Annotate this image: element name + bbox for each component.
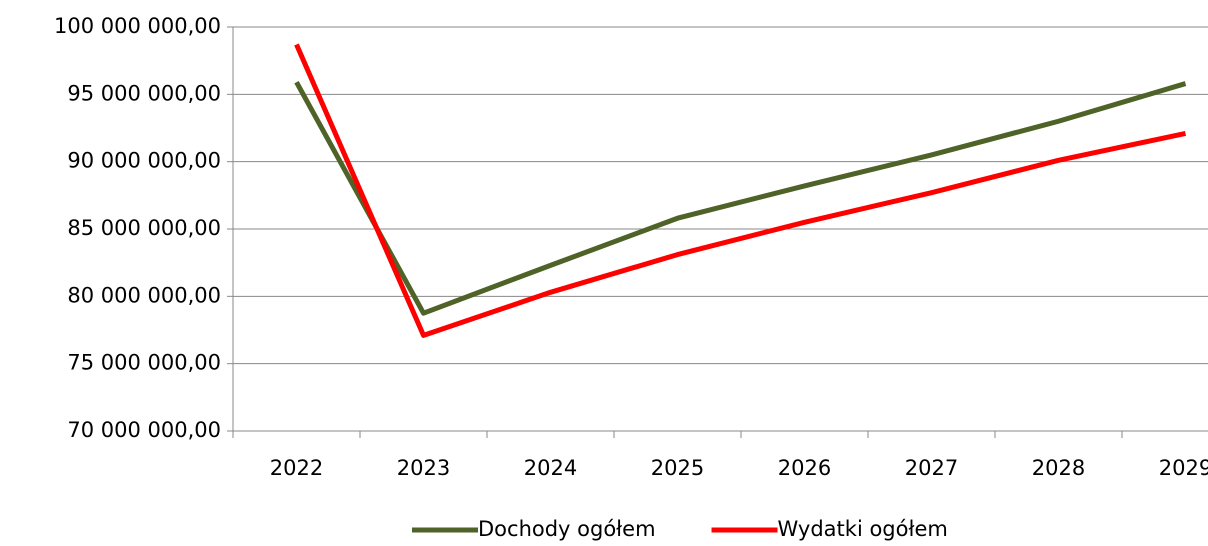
- legend-label: Dochody ogółem: [478, 517, 656, 541]
- x-tick-label: 2023: [397, 456, 450, 480]
- x-tick-label: 2027: [905, 456, 958, 480]
- y-tick-label: 90 000 000,00: [67, 149, 221, 173]
- y-tick-label: 100 000 000,00: [54, 14, 221, 38]
- x-tick-label: 2028: [1032, 456, 1085, 480]
- y-tick-label: 85 000 000,00: [67, 216, 221, 240]
- legend-label: Wydatki ogółem: [778, 517, 948, 541]
- line-series: [294, 81, 1187, 316]
- x-tick-label: 2022: [270, 456, 323, 480]
- y-tick-label: 70 000 000,00: [67, 418, 221, 442]
- x-tick-label: 2029: [1159, 456, 1208, 480]
- x-tick-label: 2026: [778, 456, 831, 480]
- y-tick-label: 80 000 000,00: [67, 283, 221, 307]
- y-tick-label: 95 000 000,00: [67, 81, 221, 105]
- y-tick-label: 75 000 000,00: [67, 351, 221, 375]
- line-series: [294, 43, 1187, 338]
- x-tick-label: 2024: [524, 456, 577, 480]
- x-tick-label: 2025: [651, 456, 704, 480]
